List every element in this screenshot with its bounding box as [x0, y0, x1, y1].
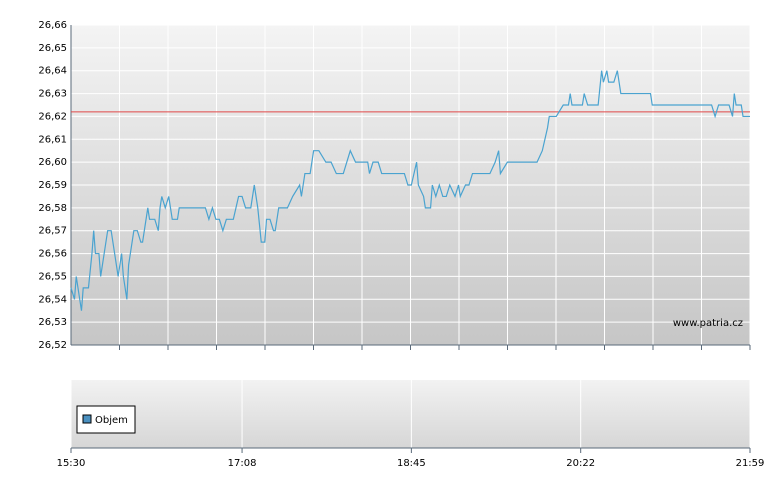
y-tick-label: 26,65	[38, 43, 67, 54]
legend-label: Objem	[95, 415, 128, 426]
y-tick-label: 26,66	[38, 20, 67, 31]
x-tick-label: 17:08	[228, 458, 257, 469]
y-tick-label: 26,55	[38, 271, 67, 282]
y-tick-label: 26,52	[38, 340, 67, 351]
x-tick-label: 18:45	[397, 458, 426, 469]
y-tick-label: 26,57	[38, 226, 67, 237]
y-tick-label: 26,61	[38, 134, 67, 145]
volume-panel	[71, 380, 750, 448]
x-tick-label: 15:30	[57, 458, 86, 469]
watermark: www.patria.cz	[673, 318, 743, 329]
y-tick-label: 26,64	[38, 66, 67, 77]
y-tick-label: 26,59	[38, 180, 67, 191]
y-tick-label: 26,63	[38, 89, 67, 100]
y-tick-label: 26,60	[38, 157, 67, 168]
x-tick-label: 21:59	[736, 458, 765, 469]
y-tick-label: 26,56	[38, 249, 67, 260]
price-line	[70, 70, 750, 311]
y-tick-label: 26,54	[38, 294, 67, 305]
y-tick-label: 26,58	[38, 203, 67, 214]
y-tick-label: 26,53	[38, 317, 67, 328]
legend-swatch	[82, 414, 92, 424]
y-tick-label: 26,62	[38, 111, 67, 122]
x-tick-label: 20:22	[566, 458, 595, 469]
